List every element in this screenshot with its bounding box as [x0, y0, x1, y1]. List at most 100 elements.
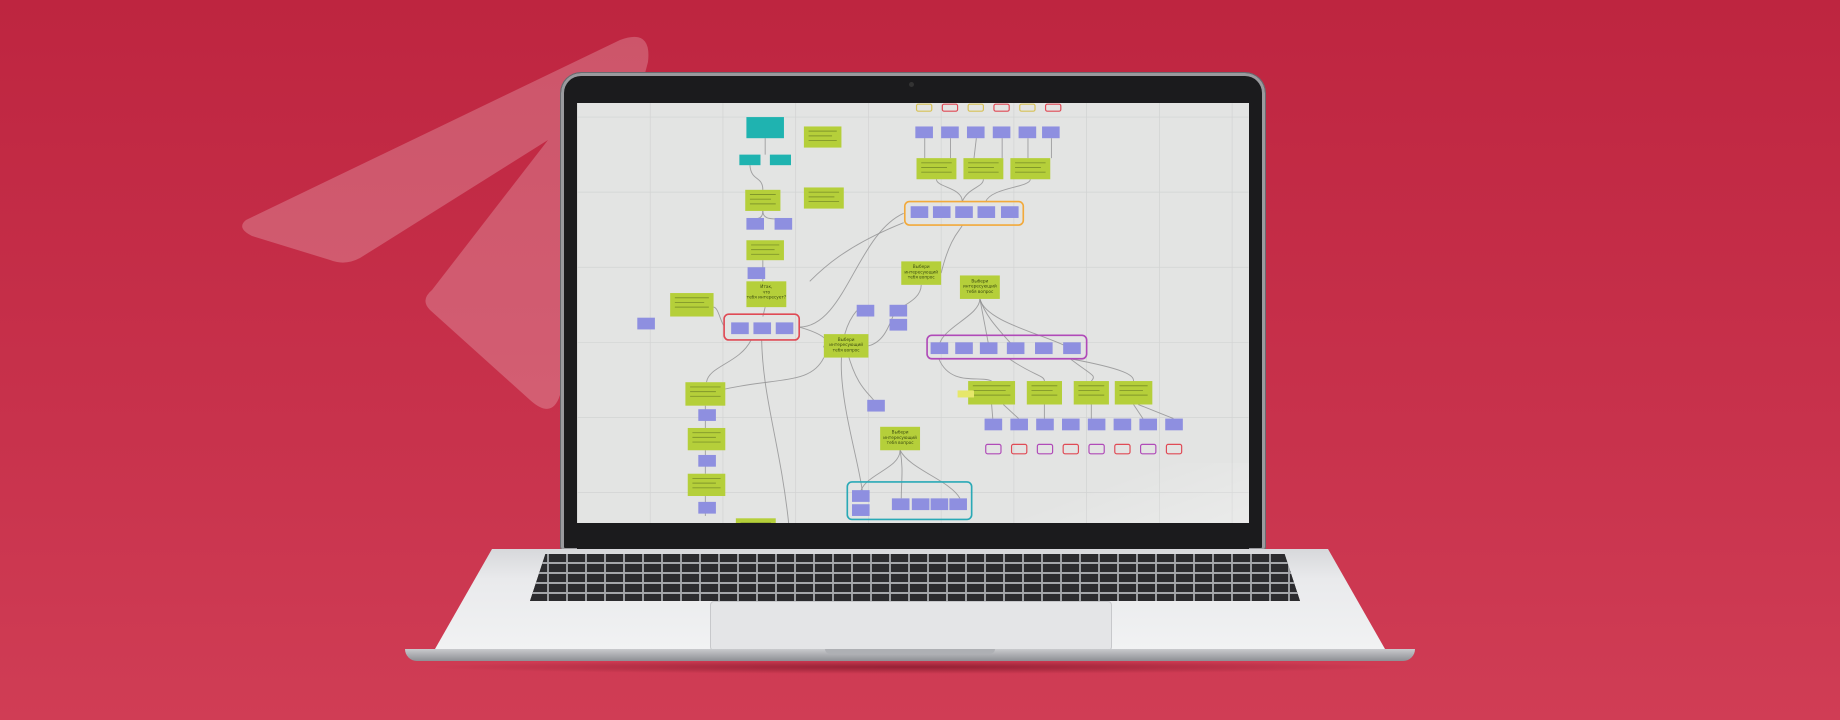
card[interactable] [747, 267, 766, 279]
outlined-card[interactable] [1165, 443, 1183, 455]
sticky-note[interactable] [901, 261, 942, 285]
sticky-note[interactable] [746, 281, 787, 308]
teal-sticky[interactable] [739, 154, 761, 166]
card[interactable] [910, 206, 929, 218]
card[interactable] [867, 399, 885, 412]
card[interactable] [731, 322, 749, 335]
card[interactable] [698, 454, 716, 467]
card[interactable] [889, 318, 908, 331]
card[interactable] [1063, 342, 1081, 355]
outlined-card[interactable] [1140, 443, 1157, 455]
group-frame-red[interactable] [723, 313, 801, 341]
sticky-note[interactable] [823, 334, 869, 358]
sticky-note[interactable] [1114, 381, 1153, 405]
sticky-note[interactable] [1026, 381, 1062, 405]
card[interactable] [911, 498, 930, 511]
outlined-card[interactable] [915, 103, 933, 112]
card[interactable] [753, 322, 772, 335]
card[interactable] [1035, 342, 1053, 355]
sticky-note[interactable] [1010, 158, 1051, 180]
outlined-card[interactable] [941, 103, 959, 112]
outlined-card[interactable] [967, 103, 984, 112]
sticky-note[interactable] [968, 381, 1016, 405]
sticky-note[interactable] [959, 275, 1000, 299]
card[interactable] [698, 501, 716, 514]
connector-line [1133, 404, 1144, 419]
card[interactable] [932, 206, 951, 218]
sticky-note[interactable] [803, 126, 842, 148]
outlined-card[interactable] [993, 103, 1010, 112]
card[interactable] [984, 418, 1003, 431]
screen-chin [577, 525, 1249, 549]
teal-sticky[interactable] [746, 117, 784, 139]
sticky-note[interactable] [880, 426, 921, 451]
card[interactable] [1087, 418, 1106, 431]
outlined-card[interactable] [1010, 443, 1028, 455]
card[interactable] [698, 409, 716, 421]
card[interactable] [1000, 206, 1019, 218]
teal-sticky[interactable] [769, 154, 791, 166]
connector-line [799, 212, 904, 328]
card[interactable] [1042, 126, 1060, 139]
sticky-note[interactable] [1073, 381, 1109, 405]
sticky-note[interactable] [670, 293, 714, 317]
sticky-note[interactable] [685, 382, 726, 406]
card[interactable] [889, 304, 908, 317]
card[interactable] [774, 217, 793, 230]
sticky-note[interactable] [963, 158, 1004, 180]
outlined-card[interactable] [1088, 443, 1105, 455]
group-frame-orange[interactable] [903, 200, 1025, 226]
card[interactable] [637, 317, 655, 330]
sticky-note[interactable] [957, 390, 975, 398]
card[interactable] [955, 206, 973, 218]
sticky-note[interactable] [687, 473, 726, 497]
sticky-note[interactable] [735, 518, 776, 523]
card[interactable] [746, 217, 765, 230]
card[interactable] [1165, 418, 1183, 431]
mind-map-board[interactable]: Итак, что тебя интересует? Выбери интересующ… [577, 103, 1249, 523]
connector-line [704, 357, 825, 395]
outlined-card[interactable] [1019, 103, 1036, 112]
sticky-text: Выбери интересующий тебя вопрос [883, 430, 917, 446]
outlined-card[interactable] [1114, 443, 1131, 455]
outlined-card[interactable] [1044, 103, 1062, 112]
card[interactable] [851, 504, 870, 516]
card[interactable] [949, 498, 967, 511]
card[interactable] [941, 126, 959, 139]
card[interactable] [1018, 126, 1037, 139]
outlined-card[interactable] [1062, 443, 1080, 455]
card[interactable] [966, 126, 985, 139]
card[interactable] [930, 342, 949, 355]
sticky-note[interactable] [746, 240, 784, 261]
card[interactable] [1139, 418, 1158, 431]
sticky-note[interactable] [916, 158, 957, 180]
outlined-card[interactable] [1036, 443, 1054, 455]
card[interactable] [1061, 418, 1080, 431]
card[interactable] [1006, 342, 1025, 355]
card[interactable] [992, 126, 1011, 139]
camera-icon [909, 82, 914, 87]
connector-line [979, 298, 990, 349]
card[interactable] [955, 342, 973, 355]
sticky-note[interactable] [745, 189, 781, 211]
card[interactable] [915, 126, 933, 139]
card[interactable] [979, 342, 998, 355]
group-frame-teal[interactable] [846, 481, 973, 521]
card[interactable] [851, 490, 870, 502]
card[interactable] [856, 304, 875, 317]
card[interactable] [1036, 418, 1054, 431]
card[interactable] [1113, 418, 1132, 431]
card[interactable] [930, 498, 949, 511]
outlined-card[interactable] [985, 443, 1002, 455]
sticky-note[interactable] [687, 427, 726, 451]
connector-line [940, 224, 963, 274]
card[interactable] [891, 498, 910, 511]
card[interactable] [775, 322, 794, 335]
card[interactable] [977, 206, 996, 218]
laptop-base [405, 549, 1415, 661]
card[interactable] [1010, 418, 1028, 431]
sticky-note[interactable] [803, 187, 844, 209]
group-frame-purple[interactable] [926, 334, 1088, 360]
sticky-text: Выбери интересующий тебя вопрос [829, 337, 863, 353]
